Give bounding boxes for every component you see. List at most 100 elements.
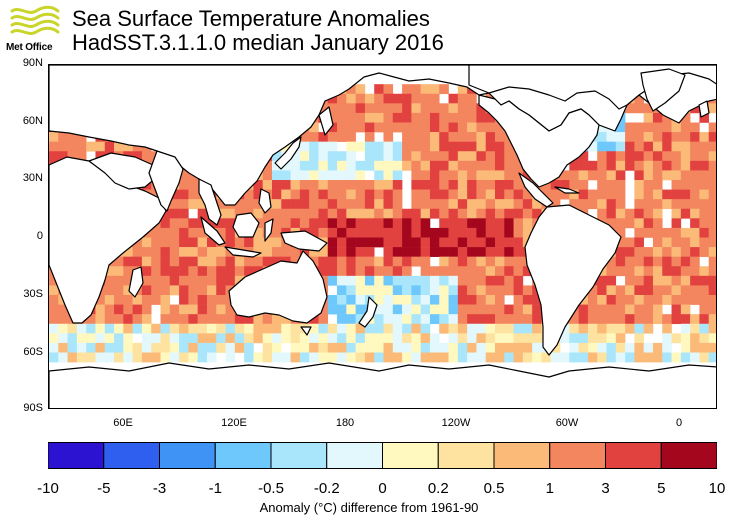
anomaly-cell: [662, 237, 672, 248]
anomaly-cell: [429, 333, 440, 344]
anomaly-cell: [634, 103, 644, 114]
anomaly-cell: [281, 333, 291, 344]
color-scale-swatch: [326, 442, 383, 469]
anomaly-cell: [355, 227, 366, 238]
anomaly-cell: [504, 323, 514, 334]
anomaly-cell: [374, 333, 384, 344]
anomaly-cell: [411, 285, 421, 296]
anomaly-cell: [439, 151, 449, 162]
anomaly-cell: [569, 352, 579, 363]
anomaly-cell: [197, 285, 208, 296]
anomaly-cell: [550, 342, 561, 353]
anomaly-cell: [132, 323, 143, 334]
anomaly-cell: [327, 112, 338, 123]
anomaly-cell: [699, 170, 710, 181]
anomaly-cell: [281, 314, 291, 325]
page-subtitle: HadSST.3.1.1.0 median January 2016: [72, 30, 444, 55]
anomaly-cell: [457, 218, 468, 229]
anomaly-cell: [699, 342, 710, 353]
anomaly-cell: [439, 275, 449, 286]
anomaly-cell: [392, 266, 403, 277]
land-madagascar: [128, 266, 144, 298]
anomaly-cell: [123, 314, 133, 325]
anomaly-cell: [402, 84, 412, 95]
anomaly-cell: [49, 323, 59, 334]
anomaly-cell: [151, 266, 161, 277]
anomaly-cell: [327, 122, 338, 133]
anomaly-cell: [188, 314, 198, 325]
anomaly-cell: [708, 151, 716, 162]
anomaly-cell: [597, 323, 607, 334]
anomaly-cell: [504, 180, 514, 190]
anomaly-cell: [114, 314, 124, 325]
anomaly-cell: [290, 323, 301, 334]
anomaly-cell: [625, 256, 635, 267]
anomaly-cell: [597, 342, 607, 353]
anomaly-cell: [355, 218, 366, 229]
anomaly-cell: [67, 141, 78, 152]
anomaly-cell: [355, 170, 366, 181]
anomaly-cell: [448, 266, 459, 277]
anomaly-cell: [253, 352, 264, 363]
anomaly-cell: [374, 141, 384, 152]
anomaly-cell: [337, 180, 347, 190]
anomaly-cell: [49, 342, 59, 353]
anomaly-cell: [392, 103, 403, 114]
anomaly-cell: [680, 275, 691, 286]
met-office-logo: Met Office: [4, 4, 66, 56]
anomaly-cell: [708, 218, 716, 229]
anomaly-cell: [383, 151, 394, 162]
anomaly-cell: [346, 189, 356, 200]
anomaly-cell: [615, 304, 626, 315]
anomaly-cell: [476, 112, 487, 123]
anomaly-cell: [374, 180, 384, 190]
anomaly-cell: [495, 218, 505, 229]
anomaly-cell: [411, 323, 421, 334]
anomaly-cell: [448, 295, 459, 305]
anomaly-cell: [225, 218, 236, 229]
anomaly-cell: [522, 227, 533, 238]
anomaly-cell: [439, 342, 449, 353]
anomaly-cell: [299, 189, 310, 200]
anomaly-cell: [411, 218, 421, 229]
land-sulawesi: [264, 218, 274, 242]
anomaly-cell: [606, 160, 617, 171]
anomaly-cell: [485, 275, 496, 286]
anomaly-cell: [234, 333, 245, 344]
anomaly-cell: [141, 151, 152, 162]
anomaly-cell: [346, 132, 356, 142]
anomaly-cell: [597, 180, 607, 190]
anomaly-cell: [708, 342, 716, 353]
anomaly-cell: [104, 352, 115, 363]
land-greenland: [640, 68, 686, 112]
anomaly-cell: [467, 314, 477, 325]
anomaly-cell: [141, 256, 152, 267]
anomaly-cell: [383, 208, 394, 219]
anomaly-cell: [485, 189, 496, 200]
color-scale-tick-label: -1: [208, 480, 222, 497]
anomaly-cell: [114, 256, 124, 267]
anomaly-cell: [253, 314, 264, 325]
anomaly-cell: [606, 314, 617, 325]
anomaly-cell: [606, 266, 617, 277]
anomaly-cell: [216, 275, 226, 286]
anomaly-cell: [606, 256, 617, 267]
anomaly-cell: [318, 199, 329, 210]
anomaly-cell: [606, 352, 617, 363]
anomaly-cell: [439, 352, 449, 363]
anomaly-cell: [671, 256, 682, 267]
anomaly-cell: [169, 352, 180, 363]
anomaly-cell: [104, 141, 115, 152]
anomaly-cell: [485, 333, 496, 344]
anomaly-cell: [643, 352, 654, 363]
anomaly-cell: [513, 237, 524, 248]
anomaly-cell: [680, 247, 691, 257]
anomaly-cell: [495, 180, 505, 190]
anomaly-cell: [671, 314, 682, 325]
anomaly-cell: [374, 160, 384, 171]
color-scale-swatch: [660, 442, 717, 469]
anomaly-cell: [272, 180, 282, 190]
anomaly-cell: [504, 352, 514, 363]
anomaly-cell: [587, 323, 598, 334]
anomaly-cell: [615, 208, 626, 219]
